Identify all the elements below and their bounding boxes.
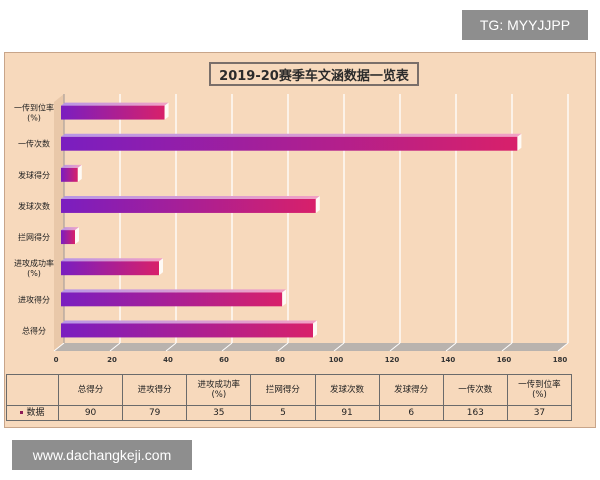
table-header-cell: 一传到位率 (%) bbox=[506, 374, 573, 406]
y-category-label: 进攻得分 bbox=[18, 294, 50, 304]
bar bbox=[61, 258, 163, 276]
table-cell: 163 bbox=[442, 405, 508, 421]
table-cell: 5 bbox=[250, 405, 316, 421]
bar-face bbox=[61, 292, 283, 307]
bar-top bbox=[61, 133, 522, 137]
bar bbox=[61, 164, 82, 182]
table-corner bbox=[6, 374, 59, 406]
floor-gridline bbox=[501, 342, 513, 352]
table-cell: 90 bbox=[57, 405, 124, 421]
floor-gridline bbox=[109, 342, 121, 352]
bar-end bbox=[164, 102, 169, 120]
x-tick-label: 60 bbox=[219, 356, 229, 364]
bar-face bbox=[61, 136, 518, 151]
watermark-bottom: www.dachangkeji.com bbox=[12, 440, 192, 470]
table-header-cell: 发球次数 bbox=[314, 374, 380, 406]
bar-end bbox=[517, 133, 522, 151]
table-row: 数据 90 79 35 5 91 6 163 37 bbox=[6, 405, 573, 421]
bar-top bbox=[61, 320, 317, 324]
chart-title: 2019-20赛季车文涵数据一览表 bbox=[209, 62, 419, 86]
table-cell: 37 bbox=[506, 405, 573, 421]
floor-gridline bbox=[165, 342, 177, 352]
x-tick-label: 140 bbox=[441, 356, 456, 364]
table-header-cell: 发球得分 bbox=[378, 374, 444, 406]
floor-gridline bbox=[389, 342, 401, 352]
x-tick-label: 0 bbox=[54, 356, 59, 364]
legend-swatch bbox=[20, 411, 24, 414]
bar-face bbox=[61, 230, 75, 245]
watermark-top: TG: MYYJJPP bbox=[462, 10, 588, 40]
x-tick-label: 120 bbox=[385, 356, 400, 364]
x-tick-label: 160 bbox=[497, 356, 512, 364]
y-category-label: 总得分 bbox=[22, 325, 46, 335]
plot-floor bbox=[54, 343, 568, 351]
bar-face bbox=[61, 323, 313, 338]
bar bbox=[61, 289, 287, 307]
bar-top bbox=[61, 258, 163, 262]
table-header-cell: 进攻成功率 (%) bbox=[186, 374, 252, 406]
y-category-label: 进攻成功率 bbox=[14, 258, 54, 268]
bar-face bbox=[61, 198, 316, 213]
bar-face bbox=[61, 261, 159, 276]
floor-gridline bbox=[557, 342, 569, 352]
table-header-cell: 进攻得分 bbox=[122, 374, 188, 406]
y-category-label: 发球次数 bbox=[18, 201, 50, 211]
bar-end bbox=[159, 258, 163, 276]
bar-top bbox=[61, 164, 82, 168]
data-table: 总得分 进攻得分 进攻成功率 (%) 拦网得分 发球次数 发球得分 一传次数 一传到位率 (%) … bbox=[6, 374, 573, 421]
floor-gridline bbox=[277, 342, 289, 352]
bar-end bbox=[75, 227, 79, 245]
x-tick-label: 20 bbox=[107, 356, 117, 364]
x-tick-label: 80 bbox=[275, 356, 285, 364]
bar-end bbox=[77, 164, 82, 182]
bar bbox=[61, 195, 320, 213]
bar bbox=[61, 320, 317, 338]
bar-end bbox=[315, 195, 320, 213]
x-tick-label: 100 bbox=[329, 356, 344, 364]
table-cell: 79 bbox=[122, 405, 188, 421]
table-cell: 6 bbox=[378, 405, 444, 421]
x-tick-label: 40 bbox=[163, 356, 173, 364]
floor-gridline bbox=[221, 342, 233, 352]
bar bbox=[61, 102, 169, 120]
table-header-cell: 一传次数 bbox=[442, 374, 508, 406]
y-category-label: (%) bbox=[27, 114, 41, 123]
bar-top bbox=[61, 102, 169, 106]
y-category-label: (%) bbox=[27, 269, 41, 278]
plot-side-wall bbox=[54, 94, 64, 351]
bar-face bbox=[61, 105, 165, 120]
table-header-cell: 拦网得分 bbox=[250, 374, 316, 406]
table-row-label: 数据 bbox=[6, 405, 59, 421]
bar-end bbox=[282, 289, 287, 307]
table-header-row: 总得分 进攻得分 进攻成功率 (%) 拦网得分 发球次数 发球得分 一传次数 一传到位率 (%) bbox=[6, 374, 573, 406]
y-category-label: 一传次数 bbox=[18, 139, 50, 149]
y-category-label: 发球得分 bbox=[18, 170, 50, 180]
floor-gridline bbox=[53, 342, 65, 352]
bar-top bbox=[61, 195, 320, 199]
bar-top bbox=[61, 289, 287, 293]
bar-top bbox=[61, 227, 79, 231]
table-cell: 35 bbox=[186, 405, 252, 421]
y-category-label: 一传到位率 bbox=[14, 103, 54, 113]
table-header-cell: 总得分 bbox=[57, 374, 124, 406]
x-tick-label: 180 bbox=[553, 356, 568, 364]
y-category-label: 拦网得分 bbox=[18, 232, 50, 242]
floor-gridline bbox=[445, 342, 457, 352]
table-cell: 91 bbox=[314, 405, 380, 421]
floor-gridline bbox=[333, 342, 345, 352]
bar-end bbox=[313, 320, 317, 338]
bar-face bbox=[61, 167, 78, 182]
bar bbox=[61, 227, 79, 245]
bar bbox=[61, 133, 522, 151]
